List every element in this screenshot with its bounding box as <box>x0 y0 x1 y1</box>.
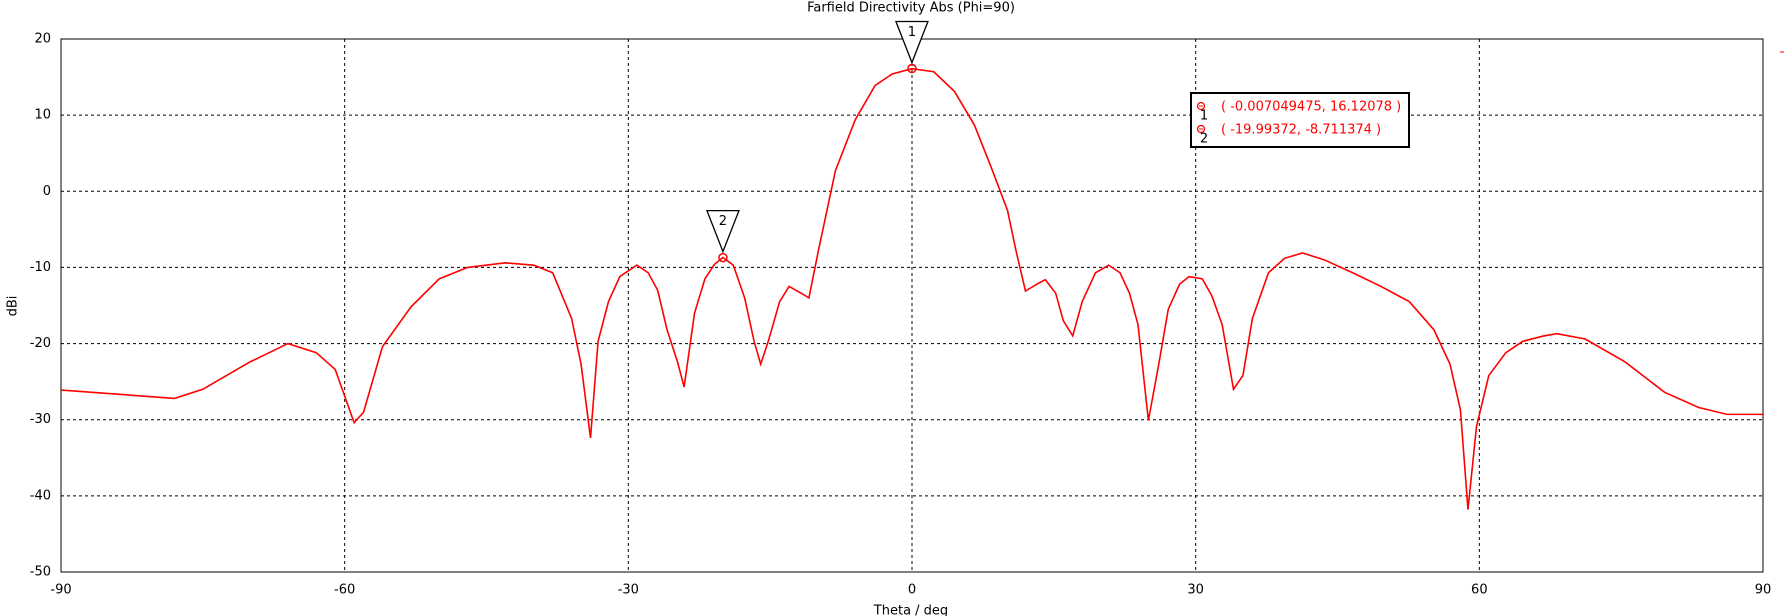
y-tick-label: -30 <box>30 412 51 427</box>
x-tick-label: 60 <box>1471 583 1488 598</box>
legend-index: 1 <box>1200 109 1208 124</box>
x-tick-label: -30 <box>618 583 639 598</box>
y-tick-label: -40 <box>30 488 51 503</box>
legend-text: ( -19.99372, -8.711374 ) <box>1221 123 1381 138</box>
x-tick-label: -60 <box>334 583 355 598</box>
marker-flag-label: 1 <box>908 25 916 40</box>
y-tick-label: -20 <box>30 336 51 351</box>
x-tick-label: 30 <box>1187 583 1204 598</box>
legend-text: ( -0.007049475, 16.12078 ) <box>1221 100 1401 115</box>
x-axis-label: Theta / deg <box>873 604 948 616</box>
legend-icon <box>1196 101 1206 111</box>
legend-icon <box>1196 124 1206 134</box>
y-tick-label: 0 <box>43 184 51 199</box>
y-tick-label: 20 <box>34 32 51 47</box>
x-tick-label: -90 <box>50 583 71 598</box>
marker-flag <box>705 209 740 254</box>
chart-title: Farfield Directivity Abs (Phi=90) <box>807 1 1015 16</box>
marker-flag-label: 2 <box>719 214 727 229</box>
x-tick-label: 0 <box>908 583 916 598</box>
y-tick-label: -50 <box>30 565 51 580</box>
x-tick-label: 90 <box>1755 583 1772 598</box>
y-axis-label: dBi <box>6 296 21 317</box>
marker-flag <box>894 20 929 65</box>
y-tick-label: 10 <box>34 108 51 123</box>
y-tick-label: -10 <box>30 260 51 275</box>
marker-point <box>718 252 728 263</box>
legend-index: 2 <box>1200 132 1208 147</box>
marker-legend <box>1190 92 1410 148</box>
marker-point <box>907 63 917 74</box>
series-line <box>60 67 1763 510</box>
